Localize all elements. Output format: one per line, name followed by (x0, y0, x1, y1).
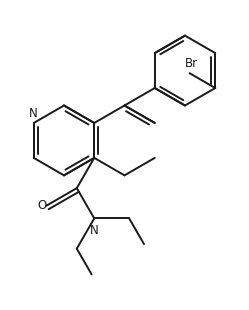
Text: O: O (38, 199, 47, 212)
Text: N: N (90, 224, 99, 237)
Text: N: N (29, 107, 38, 120)
Text: Br: Br (185, 57, 198, 70)
